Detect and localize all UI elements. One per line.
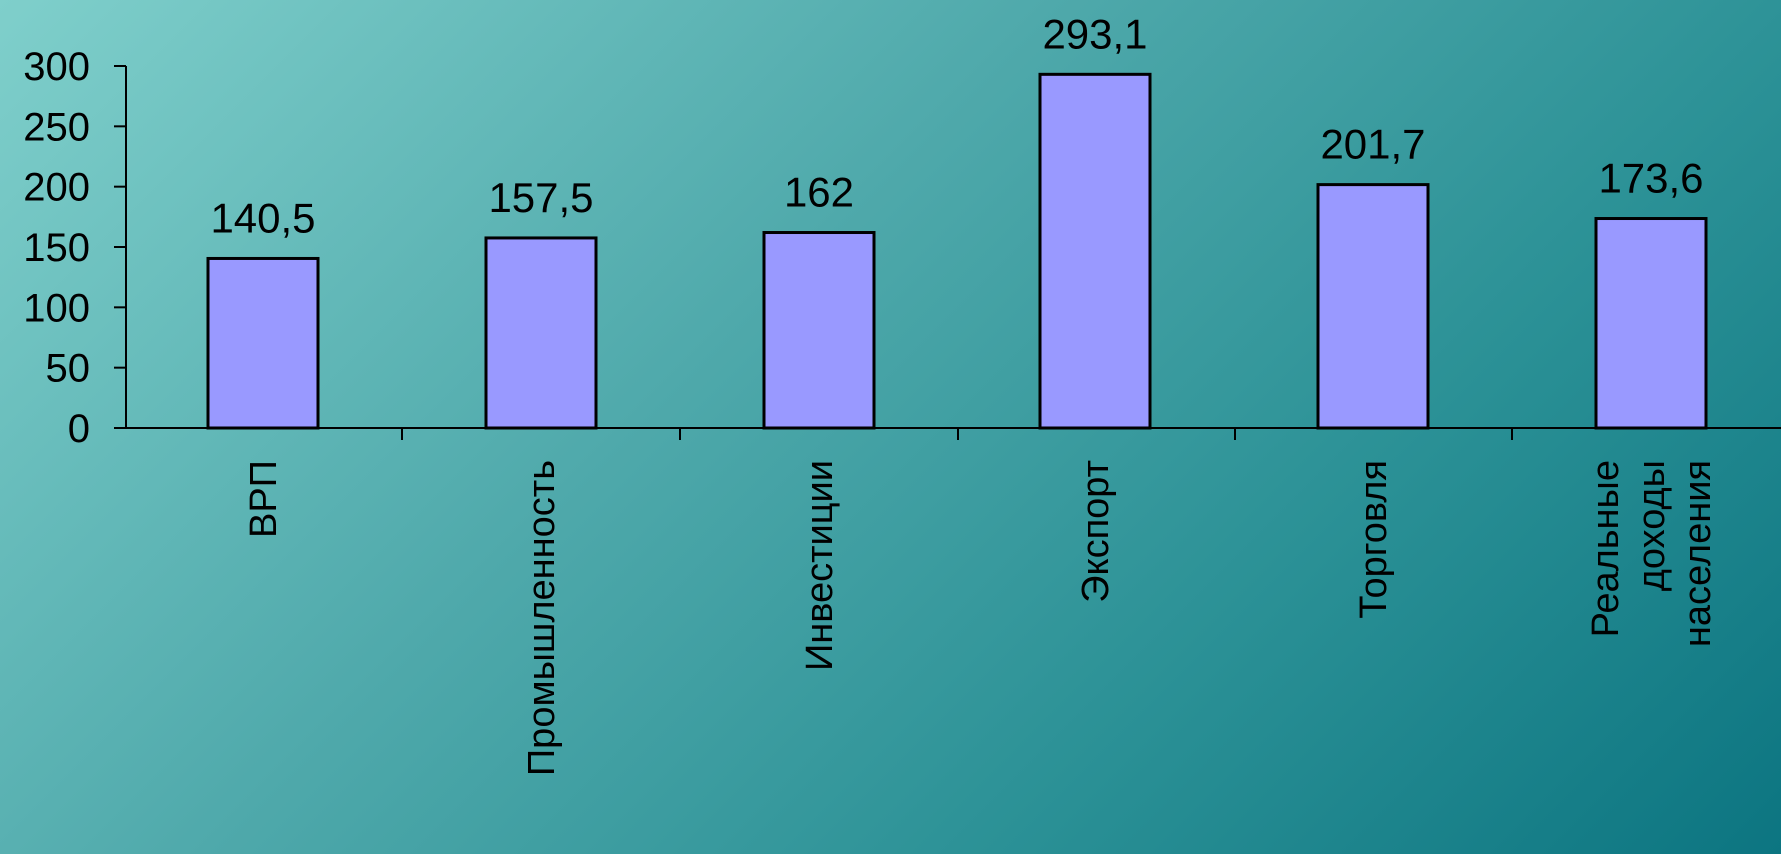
category-label-4: Экспорт xyxy=(1075,460,1117,603)
category-label-line: Торговля xyxy=(1353,460,1395,619)
data-labels: 140,5 157,5 162 293,1 201,7 173,6 xyxy=(210,10,1703,241)
data-label-5: 201,7 xyxy=(1320,121,1425,168)
bar-4 xyxy=(1038,72,1152,430)
category-label-2: Промышленность xyxy=(521,460,563,776)
data-label-4: 293,1 xyxy=(1042,10,1147,57)
category-label-1: ВРП xyxy=(243,460,285,538)
category-label-6: Реальные доходы населения xyxy=(1585,460,1719,647)
data-label-2: 157,5 xyxy=(488,174,593,221)
y-tick-label: 0 xyxy=(68,407,90,451)
bars xyxy=(206,72,1708,430)
category-label-line: ВРП xyxy=(243,460,285,538)
bar-1 xyxy=(206,256,320,430)
data-label-3: 162 xyxy=(784,169,854,216)
y-tick-label: 100 xyxy=(23,286,90,330)
category-label-line: Экспорт xyxy=(1075,460,1117,603)
x-axis xyxy=(126,427,1781,440)
category-label-line: Промышленность xyxy=(521,460,563,776)
category-label-3: Инвестиции xyxy=(799,460,841,671)
data-label-1: 140,5 xyxy=(210,194,315,241)
category-labels: ВРП Промышленность Инвестиции Экспорт Торгов… xyxy=(243,460,1719,776)
category-label-line: Реальные xyxy=(1585,460,1627,637)
category-label-line: Инвестиции xyxy=(799,460,841,671)
y-tick-label: 150 xyxy=(23,226,90,270)
y-tick-label: 250 xyxy=(23,105,90,149)
y-tick-label: 200 xyxy=(23,166,90,210)
data-label-6: 173,6 xyxy=(1598,155,1703,202)
bar-3 xyxy=(762,231,876,430)
y-tick-label: 50 xyxy=(46,347,91,391)
bar-6 xyxy=(1594,217,1708,430)
category-label-line: населения xyxy=(1677,460,1719,647)
category-label-5: Торговля xyxy=(1353,460,1395,619)
y-axis: 0 50 100 150 200 250 300 xyxy=(23,45,127,451)
bar-5 xyxy=(1316,183,1430,430)
y-tick-label: 300 xyxy=(23,45,90,89)
category-label-line: доходы xyxy=(1631,460,1673,591)
bar-2 xyxy=(484,236,598,430)
